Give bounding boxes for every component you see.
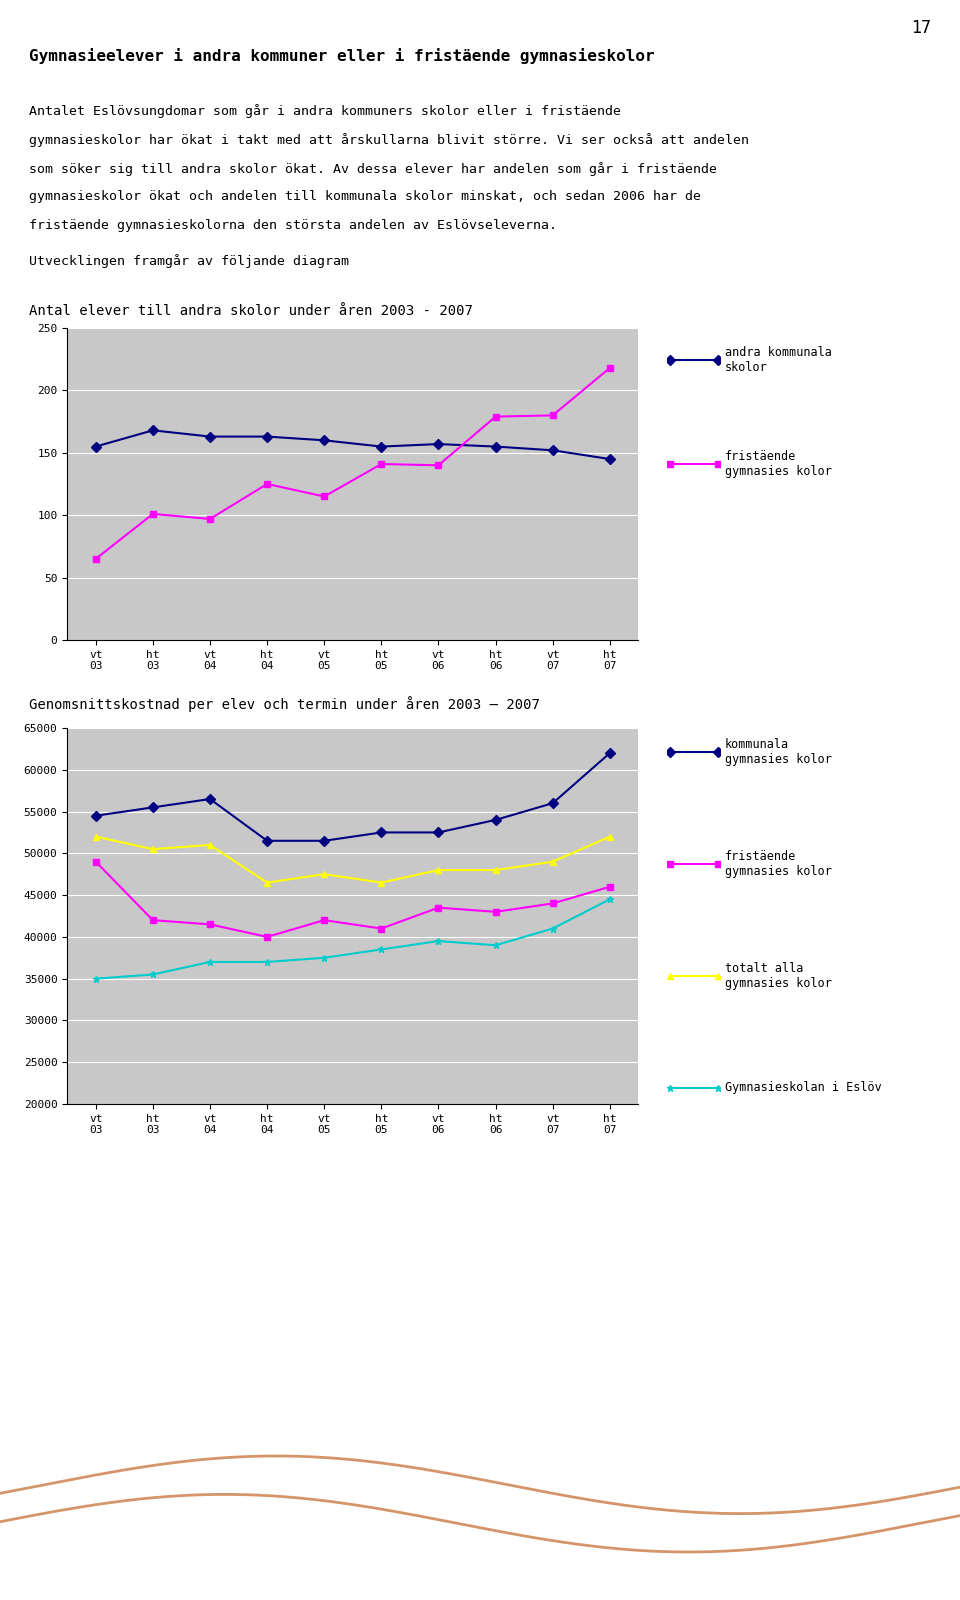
Text: andra kommunala
skolor: andra kommunala skolor bbox=[725, 346, 831, 374]
Text: fristäende
gymnasies kolor: fristäende gymnasies kolor bbox=[725, 450, 831, 478]
Text: gymnasieskolor ökat och andelen till kommunala skolor minskat, och sedan 2006 ha: gymnasieskolor ökat och andelen till kom… bbox=[29, 190, 701, 203]
Text: kommunala
gymnasies kolor: kommunala gymnasies kolor bbox=[725, 738, 831, 766]
Text: Gymnasieskolan i Eslöv: Gymnasieskolan i Eslöv bbox=[725, 1082, 881, 1094]
Text: Utvecklingen framgår av följande diagram: Utvecklingen framgår av följande diagram bbox=[29, 254, 348, 269]
Text: totalt alla
gymnasies kolor: totalt alla gymnasies kolor bbox=[725, 962, 831, 990]
Text: som söker sig till andra skolor ökat. Av dessa elever har andelen som går i fris: som söker sig till andra skolor ökat. Av… bbox=[29, 162, 717, 176]
Text: Antalet Eslövsungdomar som går i andra kommuners skolor eller i fristäende: Antalet Eslövsungdomar som går i andra k… bbox=[29, 104, 621, 118]
Text: 17: 17 bbox=[911, 19, 931, 37]
Text: gymnasieskolor har ökat i takt med att årskullarna blivit större. Vi ser också a: gymnasieskolor har ökat i takt med att å… bbox=[29, 133, 749, 147]
Text: Antal elever till andra skolor under åren 2003 - 2007: Antal elever till andra skolor under åre… bbox=[29, 304, 472, 318]
Text: Genomsnittskostnad per elev och termin under åren 2003 – 2007: Genomsnittskostnad per elev och termin u… bbox=[29, 696, 540, 712]
Text: Gymnasieelever i andra kommuner eller i fristäende gymnasieskolor: Gymnasieelever i andra kommuner eller i … bbox=[29, 48, 655, 64]
Text: fristäende gymnasieskolorna den största andelen av Eslövseleverna.: fristäende gymnasieskolorna den största … bbox=[29, 219, 557, 232]
Text: fristäende
gymnasies kolor: fristäende gymnasies kolor bbox=[725, 850, 831, 878]
